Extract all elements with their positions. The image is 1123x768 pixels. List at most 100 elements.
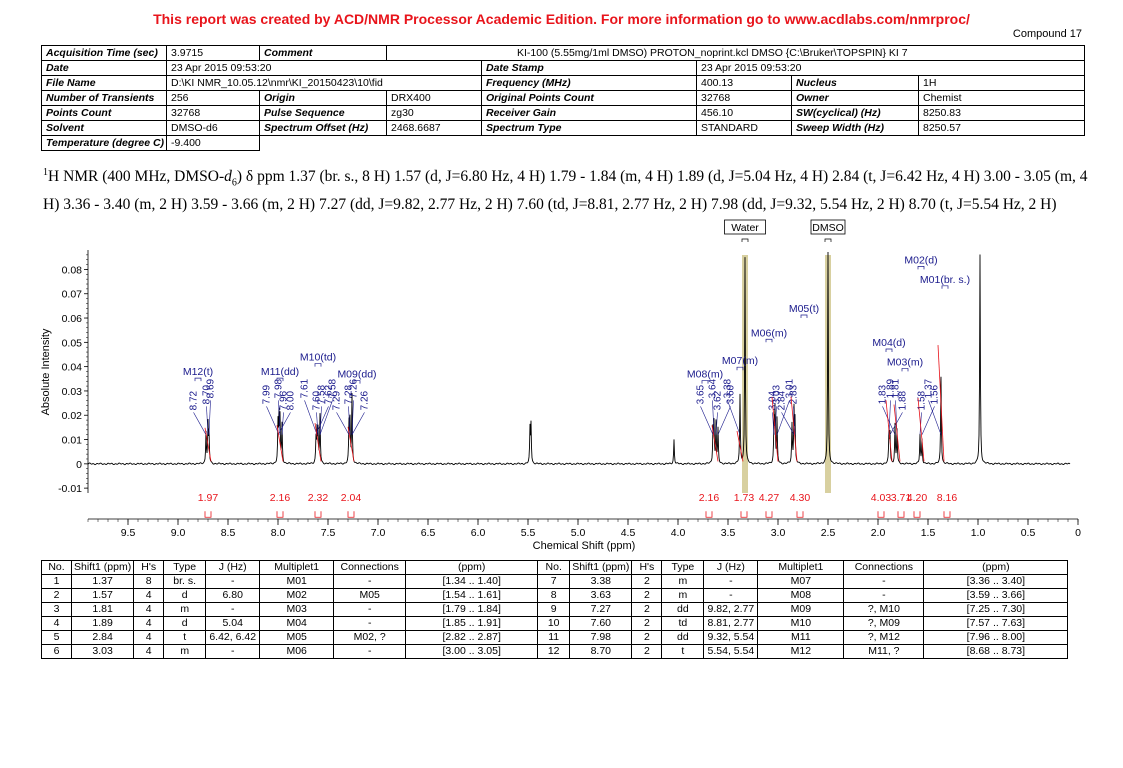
integral-bracket (347, 511, 355, 518)
multiplet-label: M10(td) (300, 352, 336, 364)
x-tick-label: 6.5 (421, 527, 436, 539)
solvent-bracket (824, 238, 832, 242)
table-cell: 12 (537, 644, 571, 659)
table-cell: 8 (537, 588, 571, 603)
acq-label: Original Points Count (481, 90, 697, 106)
peak-leader (351, 400, 354, 435)
nmr-spectrum-chart: 0.08 0.07 0.06 0.05 0.04 0.03 0.02 0.01 0 -0.01 9… (40, 219, 1081, 552)
x-tick-label: 4.0 (671, 527, 686, 539)
integral-label: 4.20 (907, 492, 928, 504)
peak-leader (715, 412, 718, 435)
x-tick-label: 0 (1075, 527, 1081, 539)
acq-value: 2468.6687 (386, 120, 482, 136)
table-cell: [1.34 .. 1.40] (405, 574, 539, 589)
multiplet-bracket (885, 348, 893, 352)
peak-label: 2.84 (777, 390, 788, 410)
acq-value: 8250.83 (917, 105, 1086, 121)
peak-table-header: Shift1 (ppm) (70, 560, 135, 575)
table-cell: [7.25 .. 7.30] (923, 602, 1069, 617)
integral-bracket (913, 511, 921, 518)
y-tick-label: 0.07 (62, 289, 83, 301)
solvent-box (810, 219, 846, 235)
table-cell: dd (661, 630, 705, 645)
acq-label: Receiver Gain (481, 105, 697, 121)
table-cell: - (333, 644, 407, 659)
integral-label: 1.73 (734, 492, 755, 504)
peak-label: 3.38 (723, 378, 734, 398)
acq-value: 256 (166, 90, 260, 106)
x-tick-label: 9.0 (171, 527, 186, 539)
peak-leader (304, 400, 318, 435)
table-cell: 2 (631, 588, 663, 603)
peak-leader (348, 406, 351, 435)
peak-label: 1.37 (924, 378, 935, 398)
table-cell: td (661, 616, 705, 631)
peak-table-header: J (Hz) (205, 560, 261, 575)
table-cell: M11 (757, 630, 845, 645)
peak-leader (315, 406, 329, 435)
table-cell: - (333, 574, 407, 589)
table-cell: 3 (41, 602, 72, 617)
compound-label: Compound 17 (1012, 28, 1082, 40)
table-cell: - (703, 588, 759, 603)
multiplet-label: M02(d) (904, 254, 937, 266)
table-cell: 3.63 (569, 588, 633, 603)
table-cell: M01 (259, 574, 335, 589)
table-cell: 1.37 (70, 574, 135, 589)
table-cell: dd (661, 602, 705, 617)
peak-leader (793, 406, 796, 435)
integral-bracket (204, 511, 212, 518)
multiplet-label: M11(dd) (261, 366, 299, 378)
table-cell: [8.68 .. 8.73] (923, 644, 1069, 659)
y-tick-label: 0.01 (62, 435, 83, 447)
multiplet-bracket (353, 380, 361, 384)
acq-value: DMSO-d6 (166, 120, 260, 136)
peak-leader (772, 412, 775, 435)
table-cell: 4 (133, 630, 165, 645)
x-tick-label: 7.5 (321, 527, 336, 539)
peak-label: 7.26 (360, 390, 371, 410)
table-cell: m (661, 574, 705, 589)
peak-label: 1.56 (930, 384, 941, 404)
y-tick-label: 0.05 (62, 337, 83, 349)
peak-leader (717, 406, 731, 435)
multiplet-label: M07(m) (722, 355, 758, 367)
integral-bracket (705, 511, 713, 518)
y-axis-label: Absolute Intensity (40, 328, 52, 415)
table-cell: - (843, 588, 925, 603)
solvent-box (724, 219, 766, 235)
acq-value: D:\KI NMR_10.05.12\nmr\KI_20150423\10\fi… (166, 75, 482, 91)
table-cell: ?, M09 (843, 616, 925, 631)
y-tick-label: 0.08 (62, 264, 83, 276)
peak-leader (712, 400, 715, 435)
acq-value: 3.9715 (166, 45, 260, 61)
table-row: 2 1.57 4 d 6.80 M02 M05 [1.54 .. 1.61] 8 3.63 2 m - M… (41, 588, 1069, 603)
x-tick-label: 2.0 (871, 527, 886, 539)
table-cell: M09 (757, 602, 845, 617)
table-cell: M05 (259, 630, 335, 645)
x-tick-label: 8.0 (271, 527, 286, 539)
peak-label: 3.64 (708, 378, 719, 398)
table-cell: [7.96 .. 8.00] (923, 630, 1069, 645)
integral-label: 2.16 (699, 492, 720, 504)
peak-label: 7.26 (349, 378, 360, 398)
peak-label: 7.60 (312, 390, 323, 410)
table-cell: m (163, 644, 207, 659)
table-cell: 6 (41, 644, 72, 659)
table-cell: [3.00 .. 3.05] (405, 644, 539, 659)
peak-table-header: Multiplet1 (757, 560, 845, 575)
peak-label: 3.03 (772, 384, 783, 404)
multiplet-bracket (941, 285, 949, 289)
acq-label: Acquisition Time (sec) (41, 45, 167, 61)
peak-leader (776, 400, 790, 435)
integral-curve (917, 397, 925, 462)
table-cell: ?, M10 (843, 602, 925, 617)
integral-bracket (897, 511, 905, 518)
integral-curve (885, 400, 893, 462)
table-cell: d (163, 616, 207, 631)
table-cell: 6.80 (205, 588, 261, 603)
acq-value: 8250.57 (917, 120, 1086, 136)
description-text: ) δ ppm 1.37 (br. s., 8 H) 1.57 (d, J=6.… (43, 168, 1088, 214)
table-cell: 2 (631, 602, 663, 617)
peak-label: 7.99 (262, 384, 273, 404)
